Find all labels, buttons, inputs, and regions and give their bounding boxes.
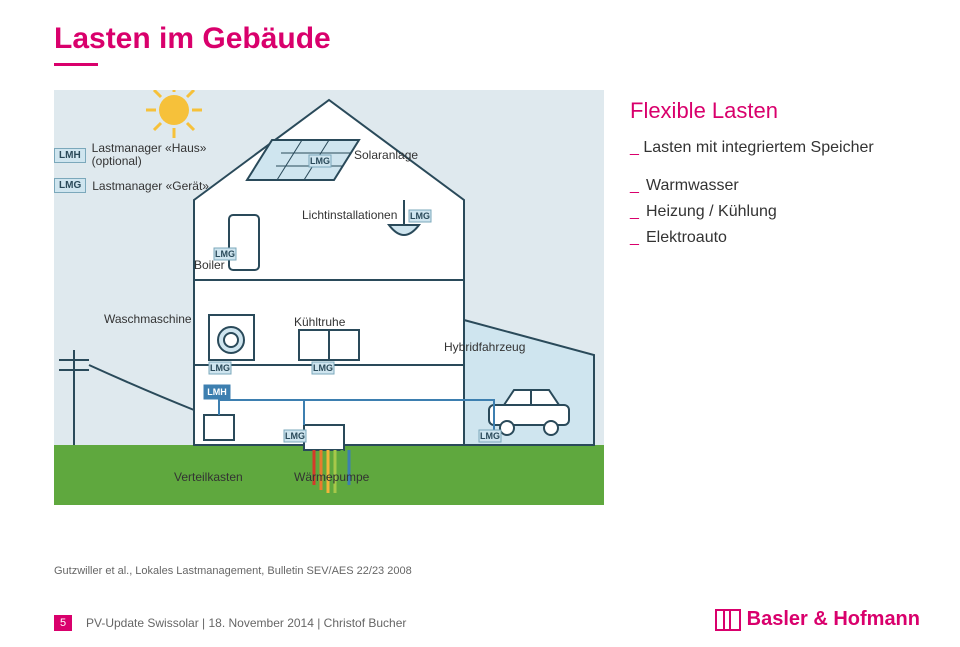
label-boiler: Boiler bbox=[194, 258, 225, 272]
label-kuehl: Kühltruhe bbox=[294, 315, 345, 329]
brand-mark-icon bbox=[715, 609, 741, 631]
lmg-text: Lastmanager «Gerät» bbox=[92, 179, 209, 193]
title-rule bbox=[54, 63, 98, 66]
lmh-text: Lastmanager «Haus» (optional) bbox=[92, 142, 212, 168]
footer-text: PV-Update Swissolar | 18. November 2014 … bbox=[86, 616, 406, 630]
label-hybrid: Hybridfahrzeug bbox=[444, 340, 525, 354]
house-diagram: LMG LMG LMG LMG LMG LMG LMG LMH LMH Last… bbox=[54, 90, 604, 550]
legend-lmg: LMG Lastmanager «Gerät» bbox=[54, 178, 209, 193]
svg-text:LMG: LMG bbox=[310, 156, 330, 166]
sidebar-item-3: Elektroauto bbox=[630, 229, 920, 247]
label-verteil: Verteilkasten bbox=[174, 470, 243, 484]
svg-text:LMG: LMG bbox=[480, 431, 500, 441]
page-title: Lasten im Gebäude bbox=[54, 22, 331, 56]
footer: 5 PV-Update Swissolar | 18. November 201… bbox=[54, 615, 406, 631]
sidebar: Flexible Lasten _ Lasten mit integrierte… bbox=[630, 98, 920, 255]
svg-text:LMG: LMG bbox=[313, 363, 333, 373]
label-wasch: Waschmaschine bbox=[104, 312, 192, 326]
brand-text: Basler & Hofmann bbox=[747, 608, 920, 631]
svg-text:LMG: LMG bbox=[210, 363, 230, 373]
citation: Gutzwiller et al., Lokales Lastmanagemen… bbox=[54, 565, 412, 577]
sidebar-item-2: Heizung / Kühlung bbox=[630, 203, 920, 221]
label-solaranlage: Solaranlage bbox=[354, 148, 418, 162]
sidebar-subtitle: _ Lasten mit integriertem Speicher bbox=[630, 138, 920, 159]
svg-text:LMG: LMG bbox=[410, 211, 430, 221]
brand-logo: Basler & Hofmann bbox=[715, 608, 920, 631]
label-wp: Wärmepumpe bbox=[294, 470, 369, 484]
legend-lmh: LMH Lastmanager «Haus» (optional) bbox=[54, 142, 212, 168]
page-number: 5 bbox=[54, 615, 72, 631]
lmg-code: LMG bbox=[54, 178, 86, 193]
svg-text:LMG: LMG bbox=[285, 431, 305, 441]
label-licht: Lichtinstallationen bbox=[302, 208, 397, 222]
sidebar-item-1: Warmwasser bbox=[630, 177, 920, 195]
sidebar-title: Flexible Lasten bbox=[630, 98, 920, 124]
lmh-code: LMH bbox=[54, 148, 86, 163]
svg-text:LMH: LMH bbox=[207, 387, 227, 397]
